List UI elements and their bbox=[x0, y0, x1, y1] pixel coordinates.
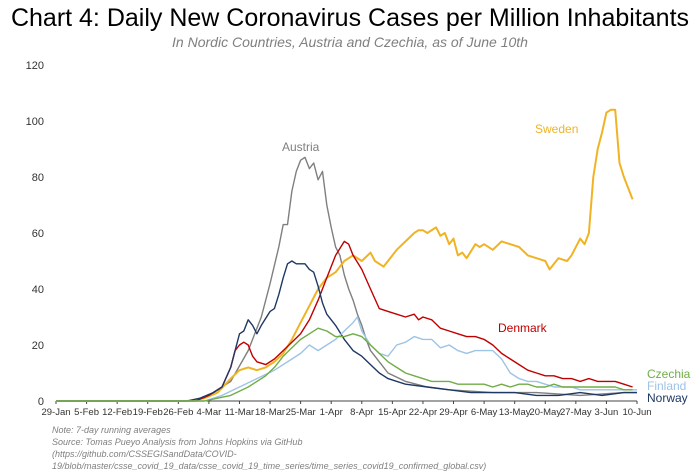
note-line: Note: 7-day running averages bbox=[52, 425, 171, 435]
series-line-czechia bbox=[56, 327, 633, 402]
source-line: Source: Tomas Pueyo Analysis from Johns … bbox=[52, 437, 303, 459]
x-tick-label: 15-Apr bbox=[378, 407, 407, 418]
source-line: 19/blob/master/csse_covid_19_data/csse_c… bbox=[52, 461, 487, 471]
x-tick-label: 3-Jun bbox=[595, 407, 619, 418]
x-tick-label: 18-Mar bbox=[255, 407, 285, 418]
x-tick-label: 29-Apr bbox=[439, 407, 468, 418]
x-tick-label: 29-Jan bbox=[41, 407, 70, 418]
x-tick-label: 6-May bbox=[471, 407, 498, 418]
series-label-finland: Finland bbox=[647, 379, 686, 393]
x-tick-label: 4-Mar bbox=[196, 407, 221, 418]
series-line-denmark bbox=[56, 240, 633, 402]
y-tick-label: 120 bbox=[26, 60, 44, 72]
series-label-denmark: Denmark bbox=[498, 321, 548, 335]
y-axis: 0 20 40 60 80 100 120 bbox=[26, 60, 44, 408]
x-tick-label: 11-Mar bbox=[225, 407, 254, 418]
y-tick-label: 0 bbox=[38, 396, 44, 408]
chart-note: Note: 7-day running averages Source: Tom… bbox=[52, 424, 487, 472]
series-label-sweden: Sweden bbox=[535, 122, 578, 136]
y-tick-label: 60 bbox=[32, 228, 44, 240]
x-tick-label: 26-Feb bbox=[163, 407, 193, 418]
series-line-norway bbox=[56, 260, 637, 402]
chart-subtitle: In Nordic Countries, Austria and Czechia… bbox=[172, 34, 528, 50]
x-tick-label: 20-May bbox=[529, 407, 561, 418]
x-tick-label: 25-Mar bbox=[286, 407, 316, 418]
y-tick-label: 20 bbox=[32, 340, 44, 352]
chart-title: Chart 4: Daily New Coronavirus Cases per… bbox=[10, 4, 690, 32]
x-tick-label: 8-Apr bbox=[350, 407, 373, 418]
x-tick-label: 10-Jun bbox=[622, 407, 651, 418]
series-label-czechia: Czechia bbox=[647, 367, 691, 381]
y-tick-label: 40 bbox=[32, 284, 44, 296]
x-axis: 29-Jan 5-Feb 12-Feb 19-Feb 26-Feb 4-Mar 11-Mar… bbox=[41, 401, 652, 418]
x-tick-label: 22-Apr bbox=[409, 407, 438, 418]
x-tick-label: 1-Apr bbox=[320, 407, 343, 418]
y-tick-label: 100 bbox=[26, 116, 44, 128]
x-tick-label: 19-Feb bbox=[133, 407, 163, 418]
series-line-sweden bbox=[56, 108, 634, 402]
series-line-austria bbox=[56, 156, 637, 402]
series-label-norway: Norway bbox=[647, 391, 688, 405]
x-tick-label: 12-Feb bbox=[102, 407, 132, 418]
y-tick-label: 80 bbox=[32, 172, 44, 184]
series-lines bbox=[56, 108, 637, 402]
x-tick-label: 27-May bbox=[560, 407, 592, 418]
series-line-finland bbox=[56, 316, 637, 402]
x-tick-label: 5-Feb bbox=[74, 407, 99, 418]
series-label-austria: Austria bbox=[282, 140, 320, 154]
x-tick-label: 13-May bbox=[499, 407, 531, 418]
